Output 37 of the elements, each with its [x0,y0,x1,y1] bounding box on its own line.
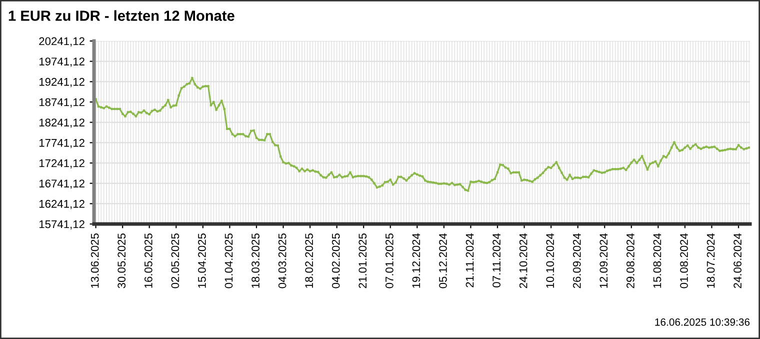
text: 16.06.2025 10:39:36 [655,318,750,326]
y-tick-label: 17241,12 [39,159,84,168]
x-tick-label: 19.12.2024 [412,233,420,288]
y-tick-label: 16241,12 [39,200,84,210]
x-tick-label: 12.09.2024 [600,233,608,288]
x-tick-label: 16.05.2025 [144,233,152,288]
x-tick-label: 04.03.2025 [278,233,286,288]
x-tick-label: 30.05.2025 [118,233,126,288]
x-tick-label: 18.03.2025 [252,233,260,288]
y-tick-label: 19741,12 [39,58,84,67]
y-tick-label: 17741,12 [39,138,84,148]
y-tick-label: 20241,12 [39,37,84,46]
x-tick-label: 29.08.2024 [626,233,634,288]
x-tick-label: 04.02.2025 [332,233,340,288]
y-tick-label: 15741,12 [39,220,84,230]
x-tick-label: 01.08.2024 [680,233,688,288]
x-tick-label: 15.08.2024 [653,233,662,288]
x-tick-label: 21.01.2025 [358,233,367,288]
x-tick-label: 10.10.2024 [546,233,554,288]
y-tick-label: 19241,12 [39,78,84,88]
y-tick-label: 18741,12 [39,98,84,108]
x-tick-label: 02.05.2025 [171,233,180,288]
x-tick-label: 15.04.2025 [198,233,206,288]
y-tick-label: 18241,12 [39,118,84,128]
x-tick-label: 18.07.2024 [706,233,715,288]
x-tick-label: 05.12.2024 [439,233,447,288]
x-tick-label: 21.11.2024 [466,233,474,288]
x-tick-label: 26.09.2024 [572,233,581,288]
chart-title: 1 EUR zu IDR - letzten 12 Monate [8,10,234,21]
x-tick-label: 07.11.2024 [492,233,500,288]
x-tick-label: 01.04.2025 [224,233,233,288]
x-tick-label: 24.10.2024 [519,233,528,288]
y-tick-label: 16741,12 [39,180,84,189]
x-tick-label: 24.06.2024 [734,233,742,288]
x-tick-label: 18.02.2025 [305,233,314,288]
x-tick-label: 13.06.2025 [90,233,99,288]
x-tick-label: 07.01.2025 [385,233,394,288]
